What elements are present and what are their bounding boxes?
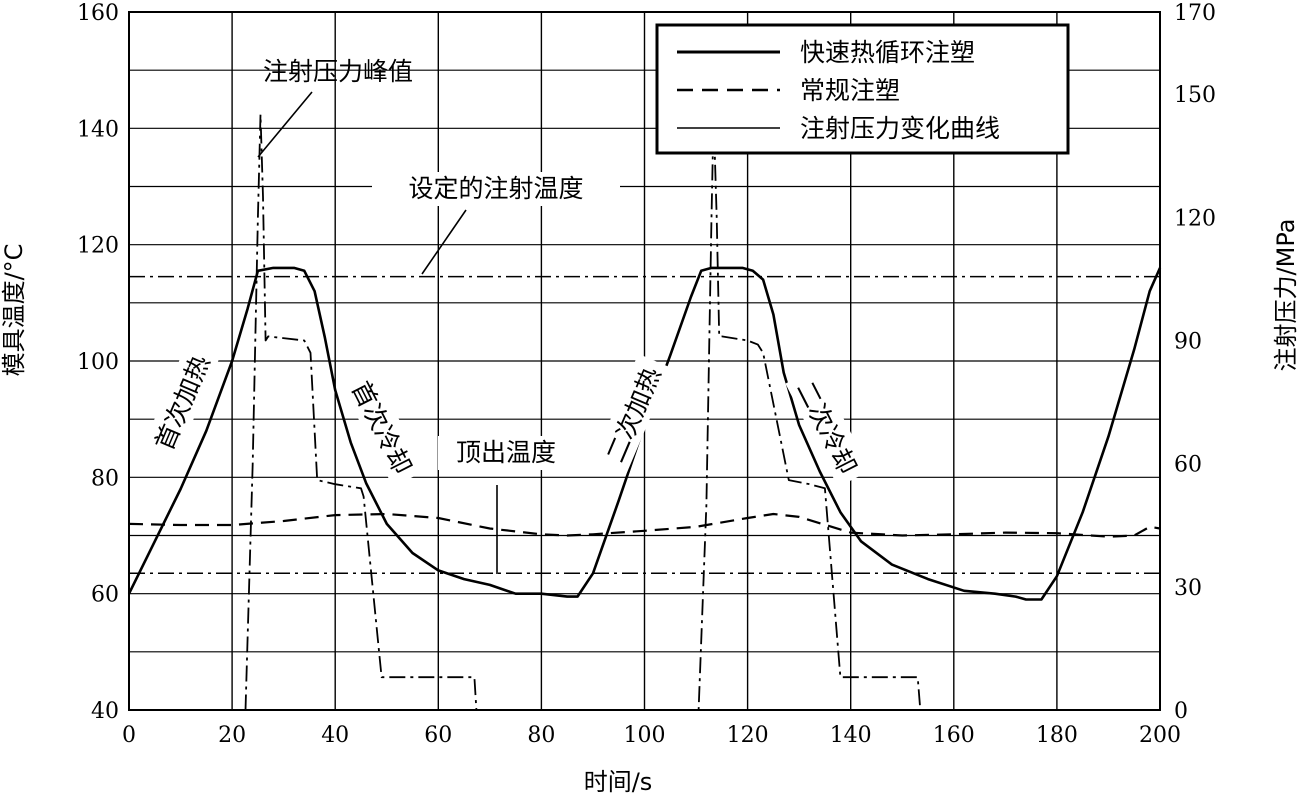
x-tick-label: 120 <box>727 723 769 748</box>
series-line-2 <box>129 113 1160 711</box>
y-right-tick-label: 0 <box>1174 699 1188 724</box>
set-temp-label-bg <box>372 172 620 206</box>
y-right-tick-label: 150 <box>1174 83 1216 108</box>
series-line-1 <box>128 512 1161 538</box>
x-tick-label: 140 <box>830 723 872 748</box>
y-axis-right-label: 注射压力/MPa <box>1272 219 1300 372</box>
x-axis-label: 时间/s <box>584 768 653 796</box>
y-right-tick-label: 120 <box>1174 206 1216 231</box>
annotations: 注射压力峰值 设定的注射温度 顶出温度 首次加热 首次冷却 二次加热 二次冷却 <box>141 57 871 574</box>
first-heating-bg <box>141 341 221 463</box>
first-cooling-bg <box>340 367 426 487</box>
y-left-tick-label: 160 <box>77 1 119 26</box>
x-tick-label: 200 <box>1139 723 1181 748</box>
peak-leader-line <box>257 91 313 158</box>
legend-label-conventional: 常规注塑 <box>800 76 900 105</box>
tick-labels: 0 20 40 60 80 100 120 140 160 180 200 40 60 80 100 120 1… <box>77 1 1216 748</box>
x-tick-label: 20 <box>218 723 246 748</box>
peak-annotation: 注射压力峰值 <box>263 57 413 86</box>
y-left-tick-label: 100 <box>77 350 119 375</box>
y-left-tick-label: 80 <box>91 466 119 491</box>
eject-temp-annotation: 顶出温度 <box>456 438 556 467</box>
y-right-tick-label: 30 <box>1174 576 1202 601</box>
y-right-tick-label: 60 <box>1174 453 1202 478</box>
y-axis-left-label: 模具温度/°C <box>0 244 28 377</box>
legend: 快速热循环注塑 常规注塑 注射压力变化曲线 <box>655 23 1070 155</box>
y-left-tick-label: 60 <box>91 583 119 608</box>
y-left-tick-label: 120 <box>77 234 119 259</box>
y-left-tick-label: 40 <box>91 699 119 724</box>
legend-label-pressure: 注射压力变化曲线 <box>800 114 1000 143</box>
reference-lines <box>129 275 1160 575</box>
eject-temp-label-bg <box>438 436 572 470</box>
second-cooling-bg <box>785 367 871 487</box>
x-tick-label: 40 <box>321 723 349 748</box>
plot-frame <box>128 11 1161 711</box>
set-temp-leader-line <box>421 209 467 275</box>
legend-box <box>655 23 1070 155</box>
x-tick-label: 160 <box>933 723 975 748</box>
y-left-tick-label: 140 <box>77 117 119 142</box>
y-right-tick-label: 170 <box>1174 1 1216 26</box>
x-tick-label: 180 <box>1036 723 1078 748</box>
x-tick-label: 80 <box>527 723 555 748</box>
x-tick-label: 60 <box>424 723 452 748</box>
set-temp-annotation: 设定的注射温度 <box>408 174 583 203</box>
x-tick-label: 100 <box>624 723 666 748</box>
legend-label-rhcm: 快速热循环注塑 <box>800 38 975 67</box>
y-right-tick-label: 90 <box>1174 329 1202 354</box>
second-heating-bg <box>592 353 672 475</box>
x-tick-label: 0 <box>122 723 136 748</box>
